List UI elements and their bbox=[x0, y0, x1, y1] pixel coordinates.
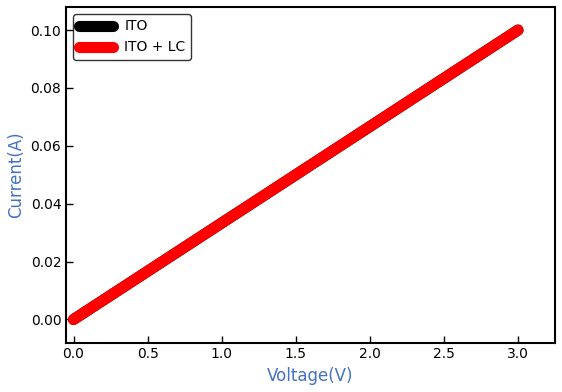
ITO bbox=[333, 146, 340, 151]
Legend: ITO, ITO + LC: ITO, ITO + LC bbox=[73, 14, 191, 60]
Line: ITO + LC: ITO + LC bbox=[74, 30, 518, 319]
ITO bbox=[71, 316, 78, 321]
ITO + LC bbox=[335, 145, 342, 150]
ITO + LC bbox=[333, 146, 340, 151]
ITO bbox=[473, 55, 480, 60]
ITO + LC bbox=[515, 28, 522, 33]
ITO bbox=[445, 73, 451, 78]
Y-axis label: Current(A): Current(A) bbox=[7, 131, 25, 218]
ITO + LC bbox=[71, 316, 78, 321]
ITO + LC bbox=[445, 73, 451, 78]
ITO + LC bbox=[473, 55, 480, 60]
ITO + LC bbox=[342, 140, 349, 145]
Line: ITO: ITO bbox=[74, 30, 518, 319]
ITO bbox=[342, 140, 349, 145]
ITO bbox=[335, 145, 342, 150]
ITO bbox=[70, 317, 77, 322]
X-axis label: Voltage(V): Voltage(V) bbox=[268, 367, 354, 385]
ITO bbox=[515, 28, 522, 33]
ITO + LC bbox=[70, 317, 77, 322]
